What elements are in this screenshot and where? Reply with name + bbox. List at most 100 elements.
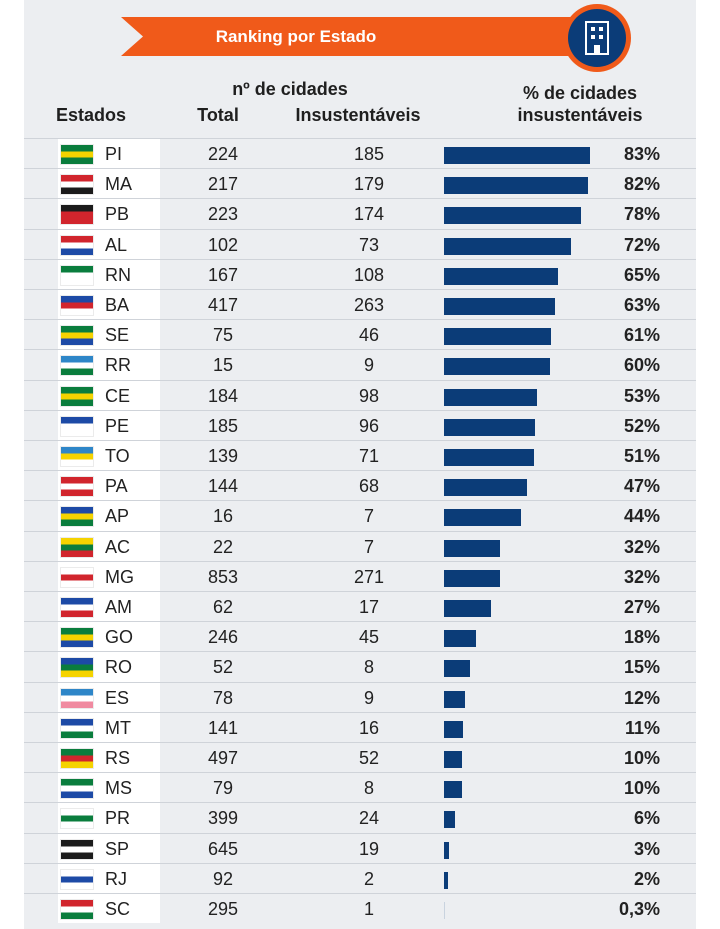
percent-label: 63% — [623, 295, 660, 315]
table-row: PB 223 174 78% — [24, 198, 696, 229]
state-label: RR — [105, 355, 131, 376]
bar — [444, 449, 534, 466]
state-label: RN — [105, 264, 131, 285]
bar — [444, 539, 501, 557]
unsustainable-value: 73 — [358, 234, 380, 255]
total-value: 497 — [207, 748, 239, 768]
percent-label: 78% — [623, 204, 660, 225]
table-row: RO 52 8 15% — [24, 651, 696, 682]
state-label: BA — [105, 295, 130, 315]
bar — [444, 690, 466, 708]
total-value: 78 — [212, 687, 234, 708]
bar — [444, 600, 492, 617]
state-label: GO — [105, 627, 134, 648]
bar — [444, 207, 582, 225]
percent-label: 6% — [633, 808, 660, 829]
table-row: GO 246 45 18% — [24, 621, 696, 652]
state-label: ES — [105, 687, 130, 708]
state-label: PR — [105, 808, 131, 829]
table-row: MT 141 16 11% — [24, 711, 696, 742]
table-row: SE 75 46 61% — [24, 319, 696, 350]
total-value: 52 — [212, 657, 234, 678]
state-label: MA — [105, 174, 132, 195]
flag-icon — [61, 447, 93, 466]
table-row: RS 497 52 10% — [24, 742, 696, 773]
header-insustentaveis: Insustentáveis — [295, 105, 421, 125]
flag-icon — [61, 235, 93, 255]
flag-icon — [61, 265, 93, 285]
flag-icon — [61, 477, 93, 497]
total-value: 102 — [207, 234, 239, 255]
table-row: MG 853 271 32% — [24, 560, 696, 591]
unsustainable-value: 108 — [353, 264, 385, 285]
state-label: CE — [105, 385, 131, 406]
total-value: 22 — [212, 536, 234, 557]
percent-label: 10% — [623, 778, 660, 799]
table-row: MS 79 8 10% — [24, 772, 696, 803]
unsustainable-value: 19 — [358, 838, 380, 859]
table-row: RN 167 108 65% — [24, 258, 696, 289]
flag-icon — [61, 356, 93, 376]
bar — [444, 358, 550, 376]
bar — [444, 388, 538, 406]
state-label: RO — [105, 657, 132, 678]
table-row: AM 62 17 27% — [24, 591, 696, 622]
bar — [444, 902, 445, 919]
table-row: AL 102 73 72% — [24, 228, 696, 259]
state-label: TO — [105, 446, 130, 466]
unsustainable-value: 271 — [353, 566, 385, 587]
total-value: 79 — [212, 778, 234, 799]
total-value: 62 — [212, 597, 234, 617]
unsustainable-value: 52 — [358, 748, 380, 768]
header-estados: Estados — [56, 105, 127, 125]
bar — [444, 660, 471, 678]
state-label: PB — [105, 204, 130, 225]
state-label: AL — [105, 234, 128, 255]
state-label: SP — [105, 838, 130, 859]
total-value: 185 — [207, 415, 239, 436]
table-row: AP 16 7 44% — [24, 500, 696, 531]
total-value: 224 — [207, 144, 239, 164]
unsustainable-value: 8 — [363, 778, 374, 799]
unsustainable-value: 98 — [358, 385, 380, 406]
percent-label: 52% — [623, 415, 660, 436]
flag-icon — [61, 567, 93, 587]
bar — [444, 720, 464, 738]
total-value: 223 — [207, 204, 239, 225]
flag-icon — [61, 598, 93, 617]
table-row: TO 139 71 51% — [24, 440, 696, 471]
table-row: CE 184 98 53% — [24, 379, 696, 410]
percent-label: 0,3% — [618, 899, 660, 919]
flag-icon — [61, 718, 93, 738]
total-value: 417 — [207, 295, 239, 315]
state-label: AP — [105, 506, 130, 527]
percent-label: 61% — [623, 325, 660, 346]
total-value: 217 — [207, 174, 239, 195]
percent-label: 10% — [623, 748, 660, 768]
total-value: 167 — [207, 264, 239, 285]
bar — [444, 267, 559, 285]
bar — [444, 811, 455, 829]
total-value: 141 — [207, 717, 239, 738]
total-value: 399 — [207, 808, 239, 829]
badge — [563, 4, 631, 72]
bar — [444, 177, 589, 195]
total-value: 184 — [207, 385, 239, 406]
percent-label: 65% — [623, 264, 660, 285]
page-title: Ranking por Estado — [215, 27, 377, 46]
state-label: AM — [105, 597, 132, 617]
table-row: PE 185 96 52% — [24, 409, 696, 440]
unsustainable-value: 16 — [358, 717, 380, 738]
flag-icon — [61, 869, 93, 889]
unsustainable-value: 179 — [353, 174, 385, 195]
flag-icon — [61, 507, 93, 527]
flag-icon — [61, 900, 93, 919]
flag-icon — [61, 175, 93, 195]
flag-icon — [61, 145, 93, 164]
state-label: PE — [105, 415, 130, 436]
flag-icon — [61, 779, 93, 799]
percent-label: 32% — [623, 536, 660, 557]
bar — [444, 569, 501, 587]
unsustainable-value: 9 — [363, 687, 374, 708]
percent-label: 3% — [633, 838, 660, 859]
